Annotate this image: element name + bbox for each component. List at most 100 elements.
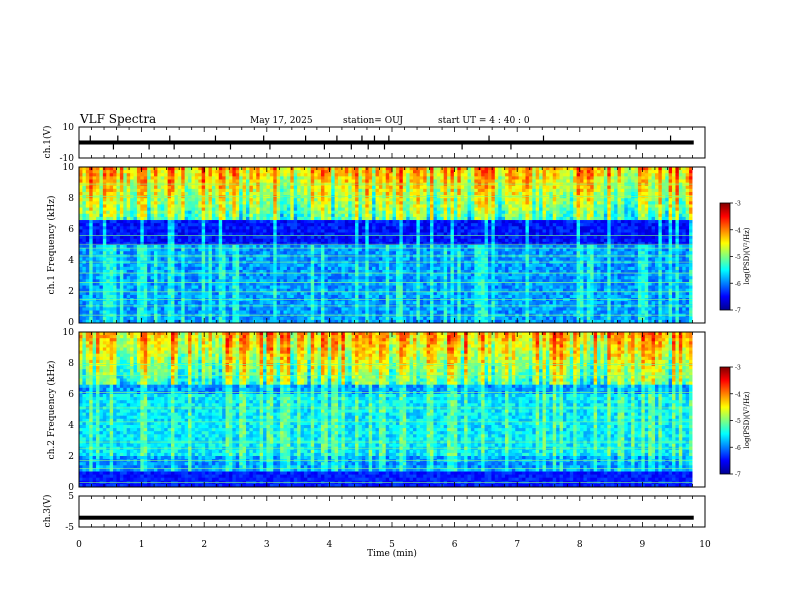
spec1-cell bbox=[249, 201, 254, 205]
spec1-cell bbox=[160, 251, 165, 255]
spec1-cell bbox=[378, 167, 383, 171]
spec1-cell bbox=[263, 229, 267, 233]
spec1-cell bbox=[331, 223, 336, 227]
spec1-cell bbox=[590, 204, 595, 208]
spec1-cell bbox=[491, 232, 496, 237]
spec1-cell bbox=[627, 229, 632, 233]
spec1-cell bbox=[147, 185, 151, 190]
spec1-cell bbox=[256, 185, 261, 190]
spec1-cell bbox=[433, 220, 438, 224]
spec1-cell bbox=[487, 207, 492, 212]
spec1-cell bbox=[423, 232, 428, 237]
spec1-cell bbox=[477, 198, 482, 202]
spec1-cell bbox=[634, 226, 639, 230]
spec1-cell bbox=[351, 235, 356, 240]
spec1-cell bbox=[668, 198, 673, 202]
spec1-cell bbox=[153, 176, 158, 180]
spec1-cell bbox=[658, 167, 663, 171]
spec1-cell bbox=[218, 191, 223, 196]
spec1-cell bbox=[395, 179, 400, 183]
spec1-cell bbox=[375, 185, 380, 190]
spec1-cell bbox=[297, 176, 301, 180]
spec1-cell bbox=[177, 204, 182, 208]
spec1-cell bbox=[511, 179, 516, 183]
spec1-cell bbox=[314, 226, 318, 230]
spec1-cell bbox=[484, 207, 489, 212]
spec1-cell bbox=[559, 173, 564, 177]
spec1-cell bbox=[368, 185, 373, 190]
spec1-cell bbox=[99, 185, 104, 190]
spec1-cell bbox=[515, 173, 520, 177]
spec1-cell bbox=[511, 232, 516, 237]
spec1-cell bbox=[508, 241, 513, 246]
spec1-cell bbox=[508, 188, 513, 193]
spec1-cell bbox=[573, 238, 578, 243]
spec1-cell bbox=[242, 204, 247, 208]
spec1-cell bbox=[205, 176, 209, 180]
spec1-cell bbox=[188, 207, 192, 212]
spec1-cell bbox=[130, 188, 134, 193]
spec1-cell bbox=[249, 179, 254, 183]
spec1-cell bbox=[358, 167, 363, 171]
spec1-cell bbox=[508, 204, 513, 208]
spec1-cell bbox=[310, 216, 315, 221]
spec1-cell bbox=[269, 185, 274, 190]
spec1-cell bbox=[361, 207, 366, 212]
spec1-cell bbox=[351, 170, 356, 174]
spec1-cell bbox=[600, 188, 605, 193]
spec1-cell bbox=[624, 241, 629, 246]
spec1-cell bbox=[344, 210, 349, 215]
spec1-cell bbox=[177, 207, 182, 212]
spec1-cell bbox=[600, 245, 605, 249]
spec1-cell bbox=[450, 235, 455, 240]
spec1-cell bbox=[617, 170, 622, 174]
spec1-cell bbox=[174, 210, 179, 215]
spec1-cell bbox=[637, 188, 642, 193]
spec1-cell bbox=[123, 241, 128, 246]
spec1-cell bbox=[433, 198, 438, 202]
spec1-cell bbox=[406, 210, 410, 215]
spec1-cell bbox=[358, 213, 363, 218]
spec1-cell bbox=[283, 191, 288, 196]
spec1-cell bbox=[501, 213, 506, 218]
spec1-cell bbox=[682, 179, 687, 183]
spec1-cell bbox=[525, 201, 530, 205]
spec1-cell bbox=[661, 220, 666, 224]
spec1-cell bbox=[505, 223, 509, 227]
spec1-cell bbox=[614, 238, 618, 243]
spec1-cell bbox=[150, 176, 155, 180]
spec1-cell bbox=[470, 245, 475, 249]
spec1-cell bbox=[620, 223, 625, 227]
spec1-cell bbox=[378, 245, 383, 249]
spec1-cell bbox=[552, 229, 557, 233]
spec1-cell bbox=[508, 167, 513, 171]
spec1-cell bbox=[235, 226, 240, 230]
spec1-cell bbox=[675, 167, 680, 171]
spec1-cell bbox=[79, 248, 83, 252]
spec1-cell bbox=[511, 167, 516, 171]
spec1-cell bbox=[355, 179, 359, 183]
spec1-cell bbox=[113, 167, 117, 171]
spec1-cell bbox=[351, 176, 356, 180]
spec1-cell bbox=[648, 229, 652, 233]
spec1-cell bbox=[324, 232, 329, 237]
spec1-cell bbox=[201, 241, 206, 246]
spec1-cell bbox=[631, 170, 635, 174]
spec1-cell bbox=[123, 229, 128, 233]
spec1-cell bbox=[177, 188, 182, 193]
spec1-cell bbox=[263, 235, 267, 240]
spec1-cell bbox=[150, 238, 155, 243]
spec1-cell bbox=[569, 207, 574, 212]
spec1-cell bbox=[648, 241, 652, 246]
spec1-cell bbox=[501, 241, 506, 246]
spec1-cell bbox=[106, 235, 111, 240]
spec1-cell bbox=[102, 251, 107, 255]
spec1-cell bbox=[467, 235, 472, 240]
spec1-cell bbox=[228, 226, 233, 230]
spec1-cell bbox=[474, 213, 479, 218]
spec1-cell bbox=[573, 204, 578, 208]
spec1-cell bbox=[658, 220, 663, 224]
spec1-cell bbox=[106, 185, 111, 190]
spec1-cell bbox=[447, 216, 451, 221]
spec1-cell bbox=[539, 216, 543, 221]
